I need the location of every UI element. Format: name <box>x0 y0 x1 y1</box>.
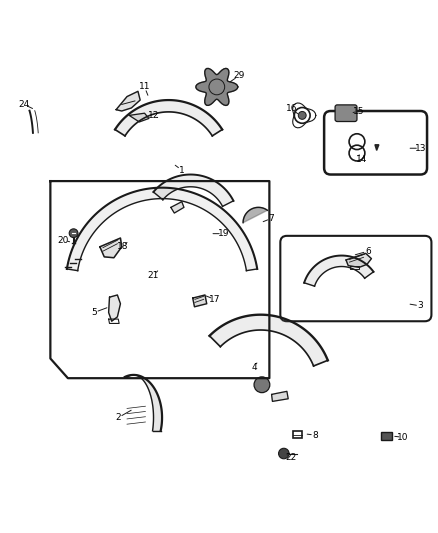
Circle shape <box>279 448 289 459</box>
Polygon shape <box>153 174 233 206</box>
Text: 11: 11 <box>139 83 150 92</box>
Text: 18: 18 <box>117 243 128 251</box>
Polygon shape <box>125 375 162 431</box>
Text: 7: 7 <box>268 214 275 223</box>
Text: 17: 17 <box>209 295 220 304</box>
Text: 1: 1 <box>179 166 185 175</box>
Text: 19: 19 <box>218 229 229 238</box>
Polygon shape <box>196 68 238 106</box>
Polygon shape <box>193 295 207 307</box>
Text: 20: 20 <box>58 236 69 245</box>
Text: 14: 14 <box>356 155 367 164</box>
Polygon shape <box>272 391 288 401</box>
Polygon shape <box>109 295 120 321</box>
Polygon shape <box>115 100 222 136</box>
Polygon shape <box>375 145 379 150</box>
Text: 15: 15 <box>353 107 365 116</box>
Text: 5: 5 <box>91 308 97 317</box>
Text: 6: 6 <box>365 247 371 256</box>
Polygon shape <box>171 201 184 213</box>
Text: 13: 13 <box>415 144 426 153</box>
Polygon shape <box>304 255 374 286</box>
Text: 12: 12 <box>148 111 159 120</box>
Polygon shape <box>100 238 122 258</box>
Text: 3: 3 <box>417 302 424 310</box>
FancyBboxPatch shape <box>381 432 392 440</box>
Polygon shape <box>67 188 257 271</box>
Polygon shape <box>116 91 140 111</box>
Circle shape <box>298 111 306 119</box>
Polygon shape <box>243 207 268 223</box>
Circle shape <box>254 377 270 393</box>
Polygon shape <box>346 253 371 268</box>
Circle shape <box>69 229 78 238</box>
Text: 21: 21 <box>148 271 159 280</box>
FancyBboxPatch shape <box>335 105 357 122</box>
Polygon shape <box>129 113 149 122</box>
Text: 24: 24 <box>18 100 30 109</box>
Circle shape <box>209 79 225 95</box>
Polygon shape <box>209 314 328 366</box>
Text: 29: 29 <box>233 71 244 80</box>
Text: 2: 2 <box>116 413 121 422</box>
Text: 16: 16 <box>286 104 297 114</box>
Text: 4: 4 <box>251 363 257 372</box>
Text: 22: 22 <box>286 453 297 462</box>
Text: 8: 8 <box>312 431 318 440</box>
Text: 10: 10 <box>397 433 409 442</box>
